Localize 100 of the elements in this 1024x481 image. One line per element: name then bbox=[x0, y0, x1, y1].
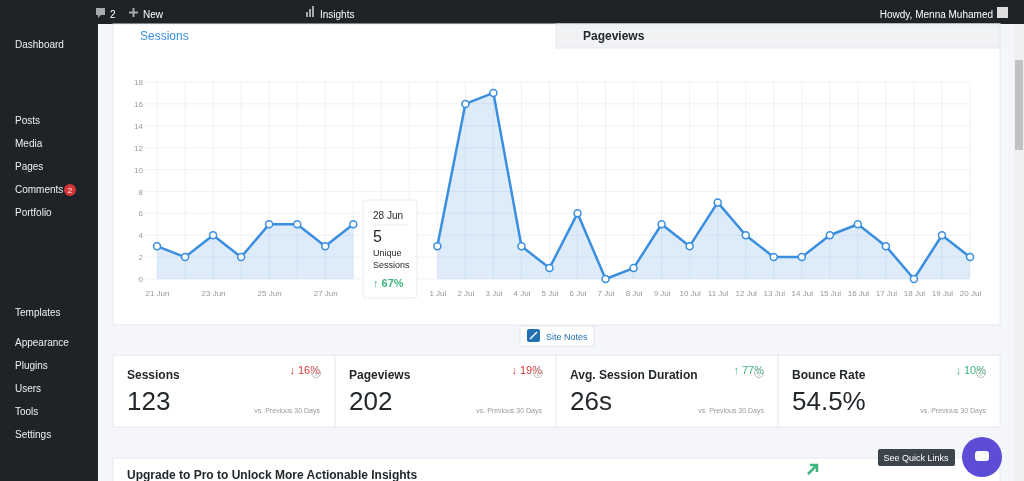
x-tick-label: 5 Jul bbox=[541, 288, 559, 298]
text: Settings bbox=[15, 429, 52, 440]
point bbox=[601, 274, 610, 284]
text: Dashboard bbox=[15, 39, 64, 50]
annotation: 5 bbox=[373, 228, 382, 245]
point bbox=[180, 252, 190, 262]
x-tick-label: 19 Jul bbox=[931, 288, 954, 298]
y-tick-label: 14 bbox=[134, 121, 144, 131]
point bbox=[461, 99, 470, 109]
point bbox=[657, 220, 666, 229]
point bbox=[965, 252, 975, 262]
y-tick-label: 2 bbox=[138, 253, 144, 263]
x-tick-label: 15 Jul bbox=[819, 288, 842, 298]
text: 202 bbox=[349, 386, 393, 416]
text: Sessions bbox=[140, 29, 189, 43]
x-tick-label: 1 Jul bbox=[429, 288, 447, 298]
point bbox=[517, 241, 526, 251]
text: Avg. Session Duration bbox=[570, 368, 698, 382]
text: Templates bbox=[15, 307, 61, 318]
point bbox=[433, 241, 442, 251]
point bbox=[489, 88, 498, 98]
x-tick-label: 8 Jul bbox=[625, 288, 643, 298]
text: 123 bbox=[127, 386, 171, 416]
text: Pageviews bbox=[583, 29, 645, 43]
point bbox=[685, 241, 694, 251]
text: 26s bbox=[570, 386, 612, 416]
x-tick-label: 25 Jun bbox=[257, 288, 282, 298]
y-tick-label: 10 bbox=[134, 165, 144, 175]
point bbox=[236, 252, 246, 262]
point bbox=[769, 252, 779, 262]
x-tick-label: 2 Jul bbox=[457, 288, 475, 298]
x-tick-label: 6 Jul bbox=[569, 288, 587, 298]
text: See Quick Links bbox=[883, 453, 950, 463]
x-tick-label: 10 Jul bbox=[679, 288, 702, 298]
text: ↑ 77% bbox=[733, 364, 765, 376]
point bbox=[264, 220, 274, 229]
text: Posts bbox=[15, 115, 41, 126]
text: Media bbox=[15, 138, 43, 149]
text: ↓ 10% bbox=[955, 364, 987, 376]
x-tick-label: 20 Jul bbox=[959, 288, 982, 298]
x-tick-label: 18 Jul bbox=[903, 288, 926, 298]
text: New bbox=[143, 9, 164, 20]
point bbox=[909, 274, 919, 284]
y-tick-label: 18 bbox=[134, 78, 144, 88]
text: Pageviews bbox=[349, 368, 411, 382]
point bbox=[348, 220, 358, 229]
x-tick-label: 11 Jul bbox=[707, 288, 729, 298]
text: Plugins bbox=[15, 360, 48, 371]
point bbox=[152, 241, 162, 251]
text: Pages bbox=[15, 161, 44, 172]
point bbox=[573, 209, 582, 218]
x-tick-label: 21 Jun bbox=[145, 288, 170, 298]
text: 2 bbox=[110, 9, 116, 20]
point bbox=[881, 241, 891, 251]
x-tick-label: 4 Jul bbox=[513, 288, 531, 298]
point bbox=[937, 230, 947, 240]
point bbox=[545, 263, 554, 273]
text: Howdy, Menna Muhamed bbox=[879, 9, 993, 20]
text: Site Notes bbox=[546, 332, 589, 342]
x-tick-label: 17 Jul bbox=[875, 288, 898, 298]
text: Users bbox=[15, 383, 42, 394]
x-tick-label: 23 Jun bbox=[201, 288, 226, 298]
text: 2 bbox=[67, 186, 73, 195]
x-tick-label: 3 Jul bbox=[485, 288, 503, 298]
y-tick-label: 12 bbox=[134, 143, 144, 153]
point bbox=[741, 230, 750, 240]
y-tick-label: 16 bbox=[134, 99, 144, 109]
x-tick-label: 14 Jul bbox=[791, 288, 814, 298]
text: ↓ 19% bbox=[511, 364, 543, 376]
point bbox=[292, 220, 302, 229]
text: Tools bbox=[15, 406, 39, 417]
text: Comments bbox=[15, 184, 64, 195]
text: Portfolio bbox=[15, 207, 53, 218]
point bbox=[320, 241, 330, 251]
x-tick-label: 12 Jul bbox=[735, 288, 758, 298]
text: Insights bbox=[320, 9, 355, 20]
x-tick-label: 13 Jul bbox=[763, 288, 786, 298]
text: Bounce Rate bbox=[792, 368, 866, 382]
annotation: Unique Sessions bbox=[373, 248, 411, 270]
x-tick-label: 7 Jul bbox=[597, 288, 615, 298]
y-tick-label: 6 bbox=[138, 209, 144, 219]
text: Sessions bbox=[127, 368, 181, 382]
y-tick-label: 0 bbox=[138, 275, 144, 285]
point bbox=[825, 230, 835, 240]
text: Appearance bbox=[15, 337, 70, 348]
point bbox=[713, 198, 722, 207]
y-tick-label: 4 bbox=[138, 231, 144, 241]
text: Upgrade to Pro to Unlock More Actionable Insights bbox=[127, 468, 418, 481]
x-tick-label: 27 Jun bbox=[313, 288, 338, 298]
annotation: ↑ 67% bbox=[373, 277, 404, 289]
text: ↓ 16% bbox=[289, 364, 321, 376]
y-tick-label: 8 bbox=[138, 187, 144, 197]
x-tick-label: 9 Jul bbox=[653, 288, 671, 298]
point bbox=[853, 220, 863, 229]
annotation: 28 Jun bbox=[373, 210, 404, 221]
text: 54.5% bbox=[792, 386, 866, 416]
x-tick-label: 16 Jul bbox=[847, 288, 870, 298]
point bbox=[629, 263, 638, 273]
point bbox=[208, 230, 218, 240]
point bbox=[797, 252, 807, 262]
